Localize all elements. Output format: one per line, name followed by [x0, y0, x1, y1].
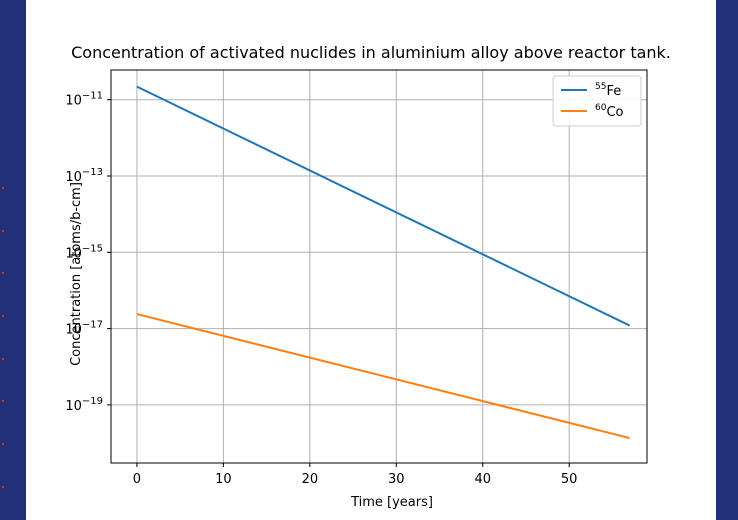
legend-element-symbol: Co: [606, 105, 623, 120]
figure-canvas: Concentration of activated nuclides in a…: [26, 0, 716, 520]
x-tick-label: 40: [474, 472, 491, 487]
y-tick-base: 10: [65, 246, 82, 261]
legend-mass-number: 55: [595, 82, 606, 92]
y-tick-exponent: −19: [82, 396, 103, 407]
legend-mass-number: 60: [595, 103, 607, 113]
legend-entry-fe55: 55Fe: [595, 82, 621, 99]
legend-box: [552, 75, 642, 127]
y-tick-exponent: −13: [82, 167, 103, 178]
line-chart: Concentration of activated nuclides in a…: [65, 43, 671, 510]
x-tick-label: 30: [388, 472, 405, 487]
y-tick-label: 10−15: [65, 243, 103, 261]
grid: [111, 70, 647, 463]
legend-entry-co60: 60Co: [595, 103, 624, 120]
series-line-fe55: [136, 85, 631, 327]
x-axis-label: Time [years]: [350, 495, 433, 510]
plot-frame: [110, 69, 648, 464]
x-tick-label: 10: [215, 472, 232, 487]
legend: 55Fe 60Co: [552, 75, 642, 127]
series-line-co60: [136, 313, 630, 440]
y-tick-exponent: −15: [82, 243, 103, 254]
x-tick-label: 50: [561, 472, 578, 487]
y-tick-base: 10: [65, 170, 82, 185]
y-tick-exponent: −11: [82, 91, 103, 102]
y-tick-base: 10: [65, 399, 82, 414]
y-tick-label: 10−11: [65, 91, 103, 109]
x-axis-ticks: 0 10 20 30 40 50: [133, 463, 578, 487]
series-layer: [136, 85, 631, 440]
x-tick-label: 20: [302, 472, 319, 487]
y-tick-base: 10: [65, 94, 82, 109]
y-tick-base: 10: [65, 323, 82, 338]
y-tick-label: 10−19: [65, 396, 103, 414]
y-tick-exponent: −17: [82, 320, 103, 331]
x-tick-label: 0: [133, 472, 141, 487]
y-tick-label: 10−17: [65, 320, 103, 338]
y-axis-label: Concentration [atoms/b-cm]: [69, 182, 84, 366]
left-edge-markers: [1, 186, 5, 489]
legend-element-symbol: Fe: [606, 84, 621, 99]
chart-title: Concentration of activated nuclides in a…: [71, 43, 671, 62]
y-tick-label: 10−13: [65, 167, 103, 185]
